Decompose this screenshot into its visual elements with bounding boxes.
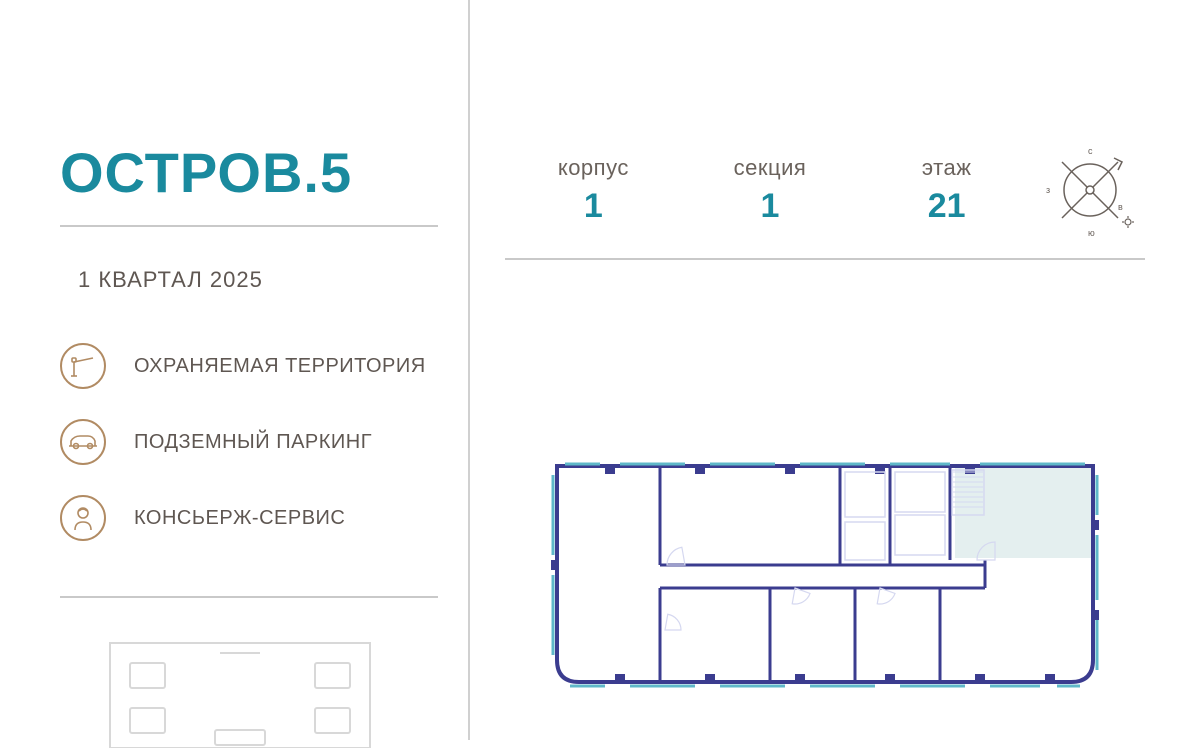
feature-label: ОХРАНЯЕМАЯ ТЕРРИТОРИЯ — [134, 355, 426, 378]
compass-e: в — [1118, 202, 1123, 212]
feature-label: ПОДЗЕМНЫЙ ПАРКИНГ — [134, 431, 372, 454]
parking-icon — [60, 419, 106, 465]
quarter-subtitle: 1 КВАРТАЛ 2025 — [60, 267, 438, 293]
left-panel: ОСТРОВ.5 1 КВАРТАЛ 2025 ОХРАНЯЕМАЯ ТЕРРИ… — [0, 0, 470, 740]
feature-guarded: ОХРАНЯЕМАЯ ТЕРРИТОРИЯ — [60, 343, 438, 389]
compass-n: с — [1088, 146, 1093, 156]
compass-icon: с ю з в — [1035, 140, 1145, 240]
feature-parking: ПОДЗЕМНЫЙ ПАРКИНГ — [60, 419, 438, 465]
features-list: ОХРАНЯЕМАЯ ТЕРРИТОРИЯ ПОДЗЕМНЫЙ ПАРКИНГ — [60, 343, 438, 541]
logo: ОСТРОВ.5 — [60, 140, 438, 205]
compass-s: ю — [1088, 228, 1095, 238]
right-panel: корпус 1 секция 1 этаж 21 — [470, 0, 1200, 740]
gate-icon — [60, 343, 106, 389]
meta-label: секция — [682, 155, 859, 181]
meta-section: секция 1 — [682, 155, 859, 226]
concierge-icon — [60, 495, 106, 541]
floorplan — [505, 460, 1145, 690]
meta-label: этаж — [858, 155, 1035, 181]
feature-concierge: КОНСЬЕРЖ-СЕРВИС — [60, 495, 438, 541]
divider — [60, 225, 438, 227]
compass-w: з — [1046, 185, 1050, 195]
feature-label: КОНСЬЕРЖ-СЕРВИС — [134, 507, 345, 530]
meta-building: корпус 1 — [505, 155, 682, 226]
divider — [505, 258, 1145, 260]
meta-label: корпус — [505, 155, 682, 181]
meta-value: 1 — [505, 187, 682, 226]
meta-value: 1 — [682, 187, 859, 226]
meta-row: корпус 1 секция 1 этаж 21 — [505, 140, 1145, 240]
divider — [60, 596, 438, 598]
siteplan — [60, 638, 438, 753]
meta-value: 21 — [858, 187, 1035, 226]
meta-floor: этаж 21 — [858, 155, 1035, 226]
